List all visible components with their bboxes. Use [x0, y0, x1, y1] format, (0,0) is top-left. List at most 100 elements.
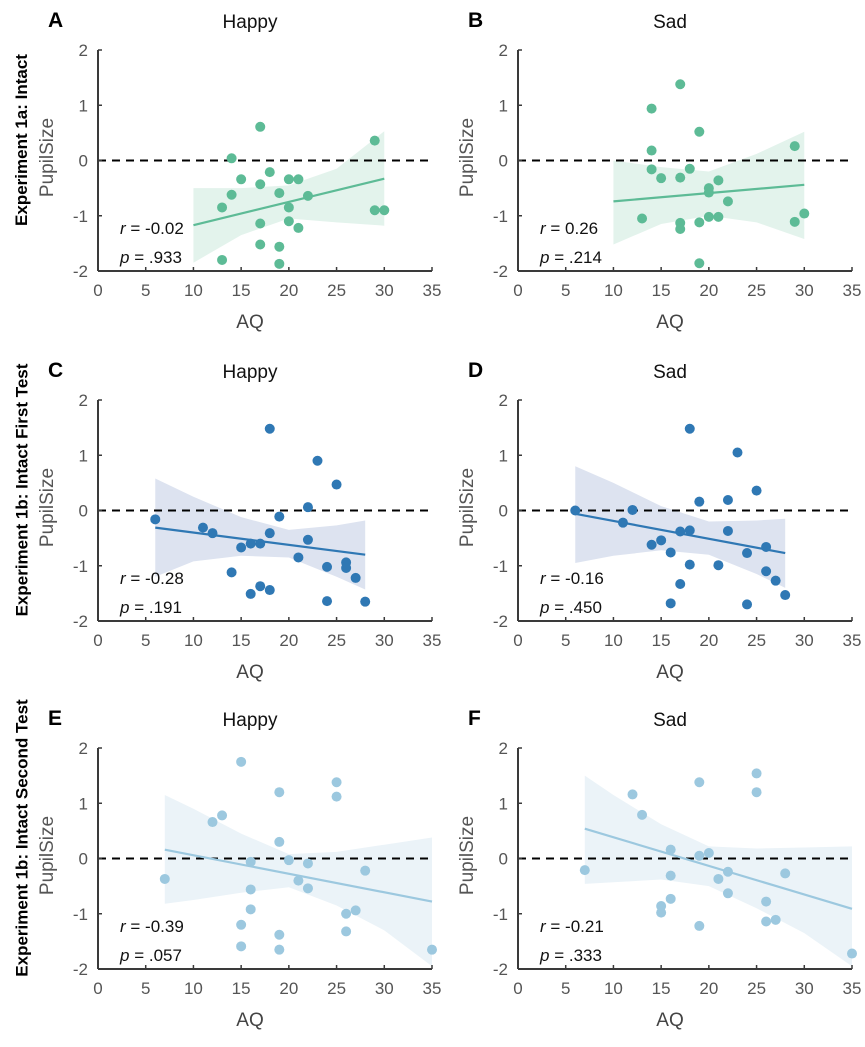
x-tick-label: 0: [513, 979, 522, 998]
data-point: [789, 216, 800, 227]
data-point: [665, 893, 676, 904]
data-point: [780, 590, 791, 601]
panel-title: Sad: [653, 362, 687, 383]
data-point: [656, 907, 667, 918]
data-point: [646, 103, 657, 114]
data-point: [617, 517, 628, 528]
data-point: [369, 205, 380, 216]
data-point: [675, 224, 686, 235]
p-symbol: p: [119, 946, 129, 965]
data-point: [264, 528, 275, 539]
panel-letter: B: [468, 9, 483, 32]
data-point: [236, 941, 247, 952]
data-point: [255, 581, 266, 592]
data-point: [255, 179, 266, 190]
x-tick-label: 20: [279, 979, 298, 998]
r-symbol: r: [120, 219, 127, 238]
data-point: [703, 847, 714, 858]
y-tick-label: -2: [493, 960, 508, 979]
p-symbol: p: [539, 946, 549, 965]
data-point: [293, 552, 304, 563]
data-point: [302, 883, 313, 894]
data-point: [761, 916, 772, 927]
data-point: [694, 496, 705, 507]
data-point: [226, 153, 237, 164]
data-point: [761, 566, 772, 577]
x-tick-label: 5: [561, 281, 570, 300]
data-point: [341, 926, 352, 937]
r-value: = -0.28: [126, 569, 184, 588]
data-point: [761, 896, 772, 907]
x-tick-label: 30: [795, 281, 814, 300]
panel-title: Sad: [653, 710, 687, 731]
x-tick-label: 5: [141, 281, 150, 300]
data-point: [579, 865, 590, 876]
data-point: [360, 596, 371, 607]
x-tick-label: 35: [843, 281, 862, 300]
p-symbol: p: [539, 598, 549, 617]
data-point: [751, 485, 762, 496]
data-point: [665, 870, 676, 881]
data-point: [722, 888, 733, 899]
panel-e: E Happy 0 5 10 15 20 25 30 35 -2 -1 0 1 2 AQ PupilSize r …: [37, 707, 441, 1031]
x-tick-label: 10: [604, 631, 623, 650]
y-tick-label: -1: [73, 207, 88, 226]
x-tick-label: 25: [747, 631, 766, 650]
data-point: [675, 578, 686, 589]
data-point: [770, 914, 781, 925]
p-symbol: p: [539, 248, 549, 267]
x-tick-label: 15: [652, 631, 671, 650]
y-tick-label: 2: [499, 391, 508, 410]
data-point: [732, 447, 743, 458]
r-annotation: r = -0.16: [540, 569, 604, 588]
y-axis-label: PupilSize: [457, 816, 478, 895]
y-tick-label: 0: [79, 850, 88, 869]
x-tick-label: 15: [232, 979, 251, 998]
data-point: [684, 525, 695, 536]
x-tick-label: 10: [184, 979, 203, 998]
data-point: [694, 258, 705, 269]
data-point: [331, 791, 342, 802]
data-point: [331, 479, 342, 490]
data-point: [236, 174, 247, 185]
data-point: [274, 929, 285, 940]
x-tick-label: 20: [279, 281, 298, 300]
panel-d: D Sad 0 5 10 15 20 25 30 35 -2 -1 0 1 2 AQ PupilSize r = …: [457, 359, 861, 683]
y-axis-label: PupilSize: [37, 118, 58, 197]
x-tick-label: 10: [604, 281, 623, 300]
x-tick-label: 15: [232, 281, 251, 300]
r-value: = -0.39: [126, 917, 184, 936]
data-point: [302, 858, 313, 869]
data-point: [360, 865, 371, 876]
data-point: [274, 258, 285, 269]
data-point: [293, 875, 304, 886]
data-point: [665, 598, 676, 609]
data-point: [236, 756, 247, 767]
x-tick-label: 25: [327, 631, 346, 650]
data-point: [274, 241, 285, 252]
y-tick-label: 2: [79, 41, 88, 60]
x-axis-label: AQ: [656, 662, 683, 683]
panel-f: F Sad 0 5 10 15 20 25 30 35 -2 -1 0 1 2 AQ PupilSize r = …: [457, 707, 861, 1031]
x-tick-label: 20: [699, 281, 718, 300]
data-point: [627, 789, 638, 800]
data-point: [665, 547, 676, 558]
y-tick-label: -1: [493, 905, 508, 924]
data-point: [293, 222, 304, 233]
data-point: [637, 809, 648, 820]
data-point: [684, 559, 695, 570]
p-symbol: p: [119, 248, 129, 267]
y-axis-label: PupilSize: [37, 468, 58, 547]
data-point: [722, 196, 733, 207]
data-point: [780, 868, 791, 879]
y-tick-label: -1: [73, 557, 88, 576]
r-symbol: r: [120, 917, 127, 936]
data-point: [761, 541, 772, 552]
panel-letter: D: [468, 359, 483, 382]
data-point: [656, 535, 667, 546]
data-point: [322, 561, 333, 572]
y-tick-label: 1: [79, 96, 88, 115]
x-tick-label: 15: [652, 281, 671, 300]
data-point: [255, 239, 266, 250]
data-point: [264, 167, 275, 178]
